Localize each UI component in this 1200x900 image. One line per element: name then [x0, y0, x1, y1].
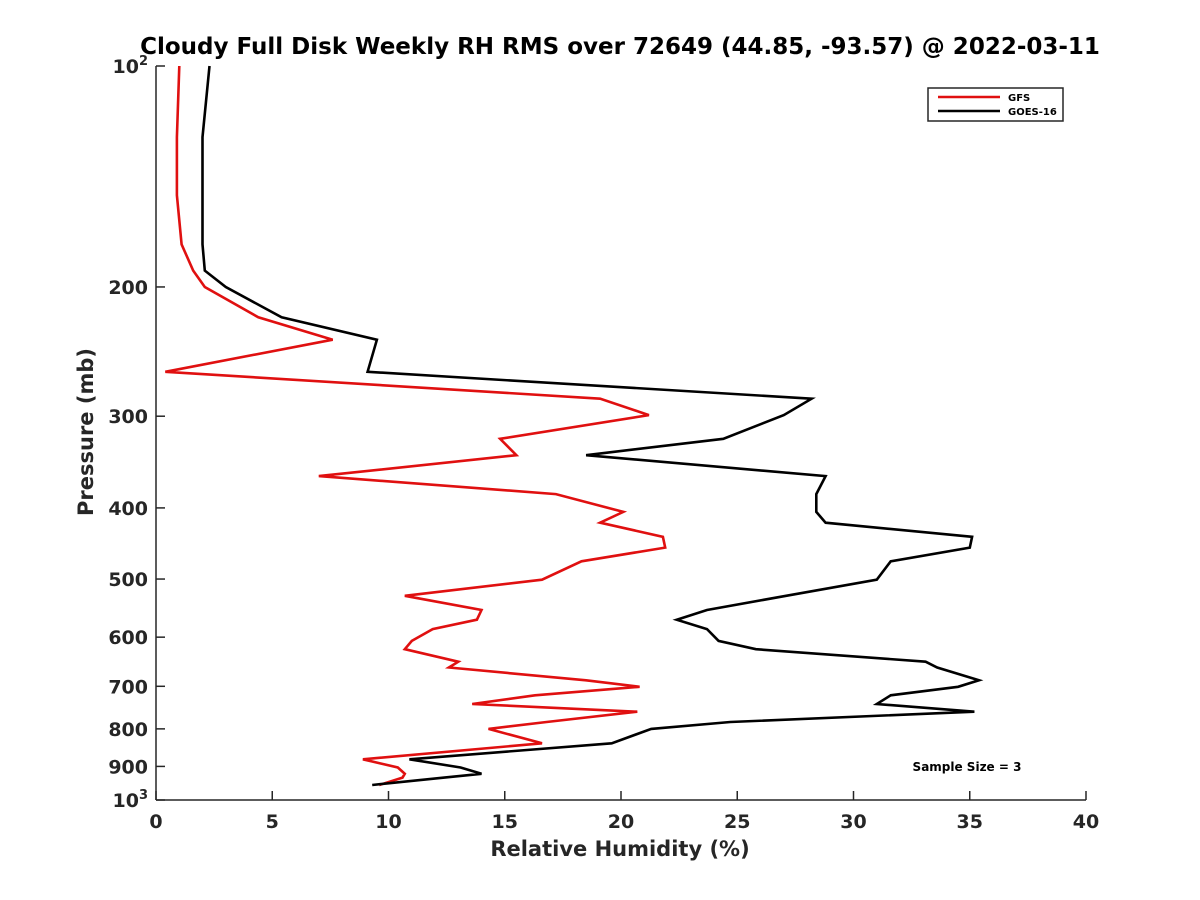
y-tick-label: 600	[108, 627, 148, 649]
x-tick-label: 30	[840, 811, 866, 833]
plot-area: 0 5 10 15 20 25 30 35 40 102 200 300 400 500 600 700 800…	[108, 54, 1099, 833]
legend: GFS GOES-16	[927, 87, 1064, 122]
x-tick-label: 5	[266, 811, 279, 833]
y-tick-label: 800	[108, 719, 148, 741]
y-tick-label: 300	[108, 406, 148, 428]
x-tick-label: 0	[149, 811, 162, 833]
x-axis-label: Relative Humidity (%)	[490, 837, 749, 861]
legend-box	[927, 87, 1064, 122]
y-tick-label: 200	[108, 277, 148, 299]
y-tick-label: 700	[108, 676, 148, 698]
series-line-gfs	[165, 65, 667, 787]
x-tick-label: 20	[608, 811, 634, 833]
y-tick-label: 500	[108, 569, 148, 591]
sample-size-annotation: Sample Size = 3	[913, 760, 1022, 774]
x-tick-label: 10	[375, 811, 401, 833]
y-tick-label: 900	[108, 756, 148, 778]
legend-label: GFS	[1008, 93, 1030, 104]
legend-label: GOES-16	[1008, 107, 1057, 118]
x-tick-label: 25	[724, 811, 750, 833]
series-line-goes-16	[201, 65, 984, 787]
x-tick-label: 40	[1073, 811, 1099, 833]
y-tick-label: 400	[108, 498, 148, 520]
y-tick-label: 103	[113, 788, 149, 812]
y-tick-label: 102	[113, 54, 149, 78]
y-axis-label: Pressure (mb)	[74, 348, 98, 516]
x-tick-label: 15	[492, 811, 518, 833]
chart-title: Cloudy Full Disk Weekly RH RMS over 7264…	[140, 34, 1100, 60]
x-tick-label: 35	[957, 811, 983, 833]
